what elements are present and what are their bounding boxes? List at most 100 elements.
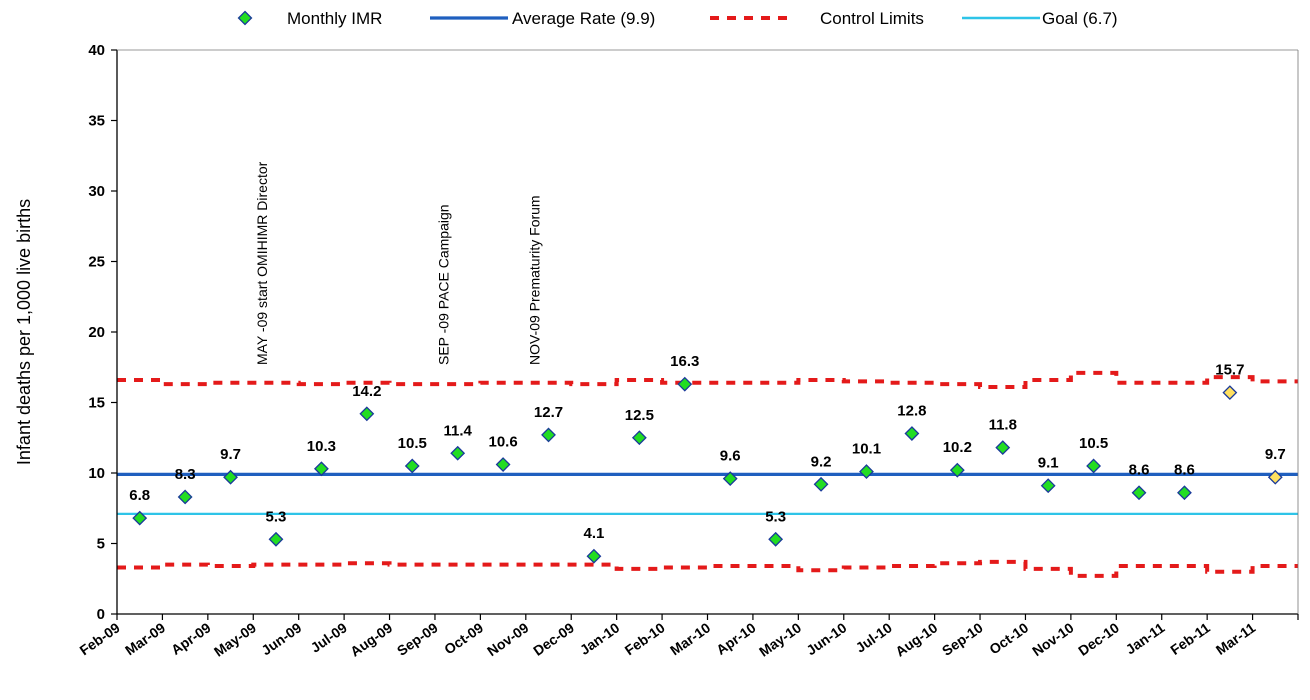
imr-value-label: 9.6 xyxy=(720,448,741,465)
x-tick-label: Jun-09 xyxy=(258,619,304,658)
x-tick-label: Apr-09 xyxy=(168,619,214,658)
imr-value-label: 9.2 xyxy=(811,453,832,470)
y-tick-label: 30 xyxy=(88,183,105,200)
imr-value-label: 5.3 xyxy=(266,508,287,525)
imr-value-label: 10.5 xyxy=(1079,435,1108,452)
imr-point xyxy=(631,430,647,446)
imr-value-label: 8.3 xyxy=(175,466,196,483)
imr-point xyxy=(268,531,284,547)
imr-value-label: 10.6 xyxy=(488,434,517,451)
x-tick-label: Mar-11 xyxy=(1213,619,1259,658)
imr-point xyxy=(995,440,1011,456)
annotation-text: MAY -09 start OMIHIMR Director xyxy=(254,161,270,365)
y-tick-label: 40 xyxy=(88,42,105,59)
x-tick-label: Jun-10 xyxy=(803,619,849,658)
imr-point xyxy=(722,471,738,487)
x-tick-label: Nov-10 xyxy=(1029,619,1077,659)
x-tick-label: Jul-09 xyxy=(308,619,350,655)
x-tick-label: Feb-10 xyxy=(622,619,668,658)
y-tick-label: 10 xyxy=(88,465,105,482)
x-tick-label: Oct-10 xyxy=(986,619,1031,657)
legend-marker-monthly-imr xyxy=(237,10,253,26)
imr-point xyxy=(541,427,556,443)
imr-point xyxy=(495,457,511,472)
annotation-text: SEP -09 PACE Campaign xyxy=(436,204,452,365)
imr-value-label: 9.7 xyxy=(1265,446,1286,463)
imr-point xyxy=(313,461,329,477)
imr-value-label: 16.3 xyxy=(670,353,699,370)
imr-point xyxy=(949,462,965,478)
imr-point xyxy=(677,376,693,392)
x-tick-label: Dec-09 xyxy=(530,619,577,659)
imr-value-label: 5.3 xyxy=(765,508,786,525)
imr-value-label: 15.7 xyxy=(1215,362,1244,379)
y-tick-label: 25 xyxy=(88,254,105,271)
data-labels: 6.8 8.3 9.7 5.3 10.3 14.2 10.5 11.4 10.6 12.7 4.1 1… xyxy=(129,353,1285,542)
x-tick-label: Mar-10 xyxy=(667,619,713,658)
imr-value-label: 14.2 xyxy=(352,383,381,400)
y-tick-label: 0 xyxy=(97,606,105,623)
x-tick-label: May-10 xyxy=(756,619,804,659)
imr-value-label: 8.6 xyxy=(1174,462,1195,479)
imr-point xyxy=(132,510,148,526)
legend-label-average-rate: Average Rate (9.9) xyxy=(512,9,655,28)
imr-value-label: 10.5 xyxy=(398,435,427,452)
x-tick-label: Nov-09 xyxy=(484,619,532,659)
imr-value-label: 12.5 xyxy=(625,407,654,424)
imr-point xyxy=(223,469,238,485)
x-tick-label: Mar-09 xyxy=(122,619,168,658)
imr-point xyxy=(1131,485,1147,501)
imr-point xyxy=(359,406,375,422)
y-axis-label: Infant deaths per 1,000 live births xyxy=(14,199,34,465)
imr-value-label: 6.8 xyxy=(129,487,150,504)
imr-value-label: 12.8 xyxy=(897,403,926,420)
y-tick-label: 35 xyxy=(88,113,105,130)
imr-value-label: 12.7 xyxy=(534,404,563,421)
x-tick-label: Apr-10 xyxy=(713,619,759,658)
legend: Monthly IMR Average Rate (9.9) Control Lim… xyxy=(237,9,1118,28)
x-tick-label: Feb-09 xyxy=(77,619,123,658)
imr-value-label: 10.1 xyxy=(852,441,881,458)
imr-point xyxy=(404,458,420,474)
x-tick-label: Aug-09 xyxy=(347,619,395,659)
imr-point xyxy=(1086,458,1102,474)
x-tick-label: Jul-10 xyxy=(853,619,895,655)
imr-point xyxy=(177,489,193,505)
imr-point xyxy=(1040,478,1056,494)
series-lines xyxy=(117,370,1298,578)
x-tick-label: Oct-09 xyxy=(441,619,486,657)
y-tick-label: 15 xyxy=(88,395,105,412)
x-tick-label: May-09 xyxy=(211,619,259,659)
imr-point xyxy=(1222,385,1238,401)
x-tick-label: Sep-10 xyxy=(939,619,986,659)
lower-control-limit xyxy=(117,559,1298,578)
imr-point xyxy=(904,426,920,441)
imr-point xyxy=(586,548,602,564)
x-tick-label: Sep-09 xyxy=(394,619,441,659)
imr-value-label: 9.7 xyxy=(220,446,241,463)
imr-point xyxy=(859,464,874,480)
x-tick-label: Feb-11 xyxy=(1167,619,1213,658)
y-tick-label: 20 xyxy=(88,324,105,341)
legend-label-goal: Goal (6.7) xyxy=(1042,9,1118,28)
legend-label-control-limits: Control Limits xyxy=(820,9,924,28)
x-tick-label: Aug-10 xyxy=(892,619,940,659)
x-tick-label: Jan-11 xyxy=(1123,619,1168,657)
annotation-text: NOV-09 Prematurity Forum xyxy=(526,195,542,365)
imr-point xyxy=(813,476,829,492)
monthly-imr-points xyxy=(132,376,1283,564)
imr-value-label: 10.3 xyxy=(307,438,336,455)
y-tick-label: 5 xyxy=(97,536,105,553)
imr-point xyxy=(450,445,466,461)
imr-point xyxy=(768,531,784,547)
imr-value-label: 10.2 xyxy=(943,439,972,456)
imr-value-label: 8.6 xyxy=(1129,462,1150,479)
upper-control-limit xyxy=(117,370,1298,389)
imr-value-label: 11.8 xyxy=(989,417,1017,434)
imr-point xyxy=(1267,469,1283,485)
imr-value-label: 4.1 xyxy=(584,525,605,542)
imr-value-label: 9.1 xyxy=(1038,455,1059,472)
x-tick-label: Jan-10 xyxy=(577,619,623,658)
annotations: MAY -09 start OMIHIMR Director SEP -09 PA… xyxy=(254,161,543,365)
